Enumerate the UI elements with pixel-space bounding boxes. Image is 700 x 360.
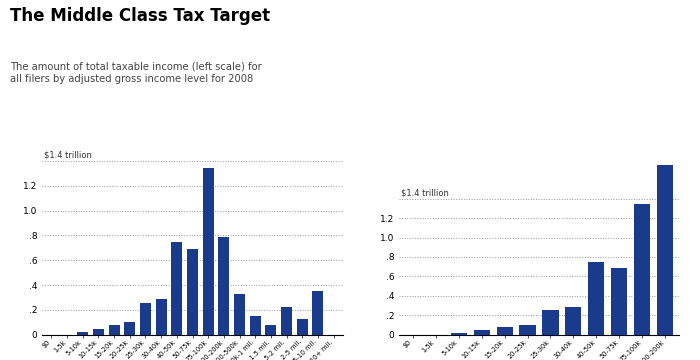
Bar xyxy=(657,165,673,335)
Bar xyxy=(312,291,323,335)
Text: $1.4 trillion: $1.4 trillion xyxy=(401,188,449,197)
Bar xyxy=(611,268,627,335)
Bar xyxy=(93,329,104,335)
Bar xyxy=(451,333,467,335)
Bar xyxy=(203,168,214,335)
Bar xyxy=(566,307,582,335)
Bar xyxy=(140,302,151,335)
Text: The Middle Class Tax Target: The Middle Class Tax Target xyxy=(10,7,271,25)
Bar xyxy=(125,323,135,335)
Bar xyxy=(265,325,276,335)
Bar xyxy=(542,310,559,335)
Bar xyxy=(634,204,650,335)
Bar xyxy=(250,316,260,335)
Bar xyxy=(297,319,308,335)
Bar xyxy=(496,327,512,335)
Bar xyxy=(234,294,245,335)
Bar xyxy=(218,237,230,335)
Text: The amount of total taxable income (left scale) for
all filers by adjusted gross: The amount of total taxable income (left… xyxy=(10,61,262,84)
Bar xyxy=(77,332,88,335)
Bar xyxy=(172,242,182,335)
Bar xyxy=(588,262,604,335)
Bar xyxy=(281,307,292,335)
Bar xyxy=(187,249,198,335)
Text: $1.4 trillion: $1.4 trillion xyxy=(43,150,92,159)
Bar xyxy=(474,330,490,335)
Bar xyxy=(108,325,120,335)
Bar xyxy=(519,325,536,335)
Bar xyxy=(155,299,167,335)
